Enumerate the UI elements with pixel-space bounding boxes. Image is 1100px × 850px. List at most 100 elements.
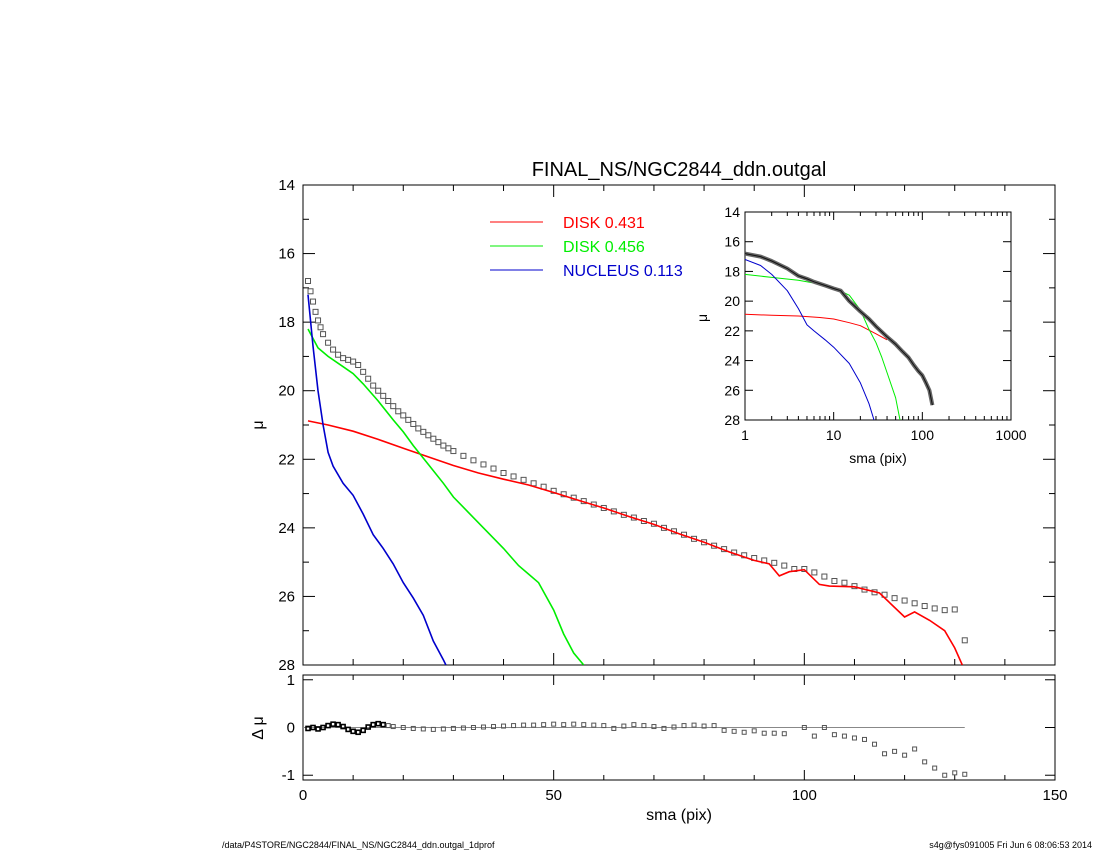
observed-point <box>370 382 377 389</box>
x-tick-label: 100 <box>792 787 817 804</box>
residual-point <box>611 725 617 731</box>
residual-point <box>531 722 537 728</box>
residual-point <box>440 726 446 732</box>
residual-point <box>691 722 697 728</box>
residual-point <box>811 733 817 739</box>
observed-point <box>410 420 417 427</box>
main-y-tick-label: 24 <box>278 520 295 537</box>
residual-point <box>450 725 456 731</box>
observed-point <box>395 408 402 415</box>
residual-point <box>731 728 737 734</box>
residual-point <box>681 723 687 729</box>
observed-point <box>470 457 477 464</box>
observed-point <box>440 442 447 449</box>
residual-point <box>922 759 928 765</box>
observed-point <box>315 317 322 324</box>
inset-x-tick-label: 10 <box>826 427 842 443</box>
x-tick-label: 150 <box>1042 787 1067 804</box>
residual-axis-ticks: 10-10 50 100 150 <box>282 672 1068 804</box>
residual-point <box>942 772 948 778</box>
residual-point <box>315 726 321 732</box>
residual-point <box>831 732 837 738</box>
observed-point <box>490 465 497 472</box>
observed-point <box>480 461 487 468</box>
residual-point <box>801 725 807 730</box>
residual-point <box>861 736 867 742</box>
observed-point <box>385 398 392 404</box>
observed-point <box>951 606 958 613</box>
main-y-tick-label: 14 <box>278 177 295 194</box>
observed-point <box>771 559 778 566</box>
residual-point <box>305 725 311 732</box>
residual-point <box>601 723 607 729</box>
residual-point <box>651 724 657 730</box>
residual-point <box>631 722 637 728</box>
main-y-tick-label: 20 <box>278 383 295 400</box>
inset-y-tick-label: 22 <box>724 323 740 339</box>
observed-point <box>450 448 457 455</box>
residual-point <box>370 721 376 728</box>
observed-point <box>445 445 452 452</box>
observed-point <box>801 566 808 572</box>
legend-label: DISK 0.456 <box>563 239 645 256</box>
observed-point <box>310 298 317 305</box>
residual-point <box>851 735 857 741</box>
residual-point <box>385 723 391 729</box>
residual-y-axis-label: Δ μ <box>250 716 267 739</box>
residual-point <box>741 729 747 735</box>
residual-point <box>365 724 371 730</box>
inset-series-line-2 <box>745 259 875 420</box>
observed-point <box>317 324 324 331</box>
observed-point <box>931 605 938 612</box>
x-tick-label: 0 <box>299 787 307 804</box>
residual-point <box>470 725 476 730</box>
inset-x-tick-label: 1000 <box>995 427 1026 443</box>
inset-x-tick-label: 100 <box>911 427 935 443</box>
observed-point <box>345 356 352 363</box>
observed-point <box>380 392 387 399</box>
residual-point <box>841 733 847 739</box>
inset-y-tick-label: 28 <box>724 412 740 428</box>
observed-point <box>961 637 968 644</box>
residual-point <box>330 721 336 727</box>
residual-point <box>325 722 331 729</box>
inset-y-tick-label: 14 <box>724 204 740 220</box>
inset-y-tick-label: 24 <box>724 353 740 369</box>
main-y-tick-label: 16 <box>278 246 295 263</box>
observed-point <box>330 346 337 353</box>
residual-point <box>641 723 647 729</box>
residual-point <box>892 748 898 754</box>
chart-title: FINAL_NS/NGC2844_ddn.outgal <box>532 159 827 181</box>
residual-point <box>932 765 938 771</box>
residual-point <box>571 721 577 727</box>
legend: DISK 0.431 DISK 0.456 NUCLEUS 0.113 <box>490 215 683 280</box>
residual-y-tick-label: 1 <box>287 672 295 689</box>
residual-point <box>380 721 387 728</box>
main-series-line-0 <box>307 420 964 665</box>
observed-point <box>781 562 788 569</box>
x-tick-label: 50 <box>545 787 562 804</box>
residual-point <box>340 723 346 730</box>
observed-point <box>355 362 362 368</box>
residual-series-group <box>303 720 968 778</box>
observed-point <box>921 603 928 610</box>
observed-point <box>390 403 397 410</box>
residual-point <box>460 725 466 731</box>
residual-point <box>410 725 416 731</box>
residual-point <box>882 751 888 757</box>
observed-point <box>831 578 838 584</box>
observed-point <box>350 358 357 365</box>
main-y-tick-label: 28 <box>278 657 295 674</box>
residual-point <box>491 724 497 730</box>
inset-axis-ticks: 14 16 18 20 22 24 26 281 10 100 1000 <box>724 204 1026 443</box>
main-y-tick-label: 26 <box>278 588 295 605</box>
residual-point <box>701 723 707 729</box>
observed-point <box>510 473 517 480</box>
residual-point <box>521 722 527 728</box>
inset-series-line-0 <box>745 313 888 341</box>
residual-point <box>310 724 316 731</box>
residual-point <box>751 728 757 734</box>
observed-point <box>375 387 382 394</box>
observed-point <box>312 308 319 315</box>
residual-point <box>561 722 567 728</box>
